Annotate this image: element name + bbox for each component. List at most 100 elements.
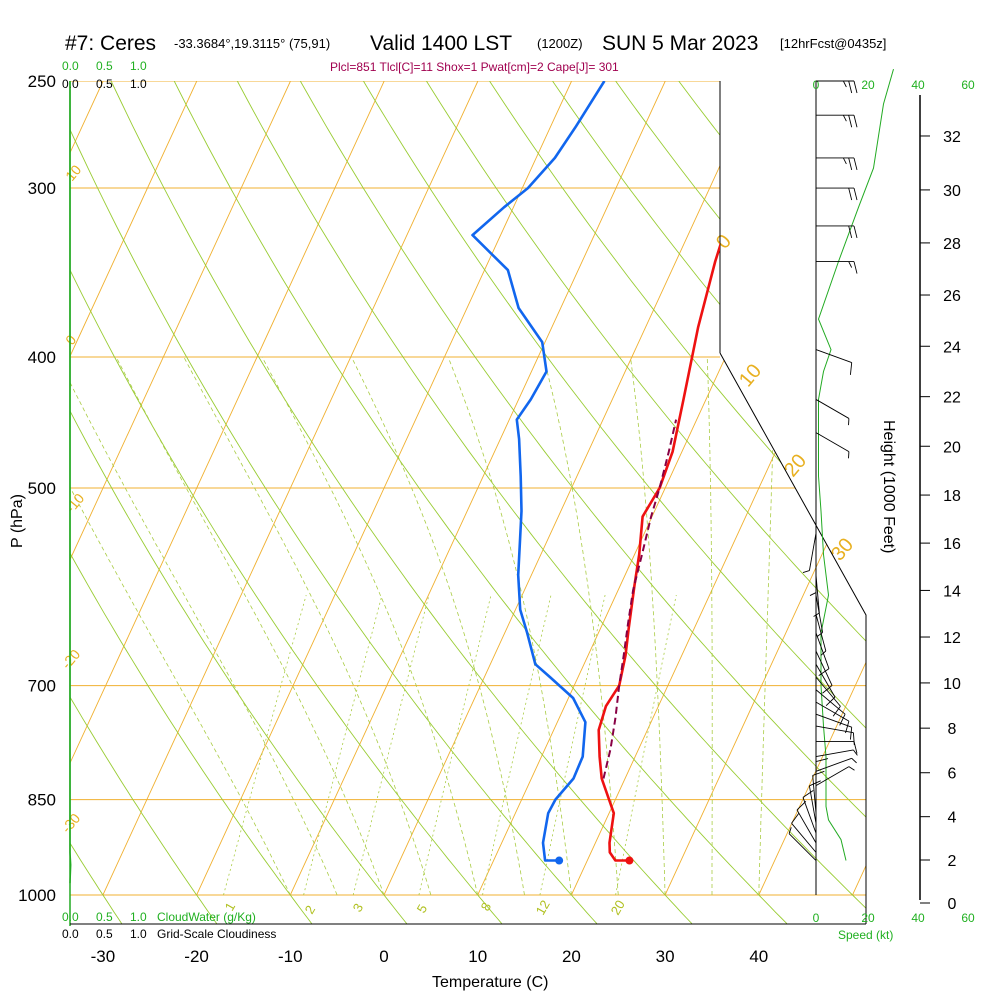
stability-params: Plcl=851 Tlcl[C]=11 Shox=1 Pwat[cm]=2 Ca… [330,60,619,74]
height-tick-label: 22 [943,390,961,407]
surface-dewpoint-dot [555,856,564,865]
cloudiness-scale-top: 0.5 [96,77,113,91]
temperature-tick-label: -30 [91,947,116,966]
mixing-ratio-line [482,595,552,896]
pressure-tick-label: 700 [28,677,56,696]
moist-adiabat [115,356,385,896]
wind-barb-flag [853,261,858,274]
surface-markers [555,856,634,865]
speed-tick-bottom: 0 [813,911,820,925]
wind-barb-staff [815,713,852,728]
valid-time: Valid 1400 LST [370,32,512,55]
dewpoint-profile [471,81,606,862]
wind-barb-staff [815,614,827,652]
wind-barb [815,650,833,694]
moist-adiabat [447,356,572,896]
height-tick-label: 18 [943,488,961,505]
moist-adiabat [261,356,479,896]
isotherm-label: 10 [62,162,84,184]
dry-adiabat [70,81,503,924]
dry-adiabat [411,81,866,924]
wind-barb-flag [853,749,858,756]
pressure-tick-label: 300 [28,179,56,198]
wind-barb-staff [808,785,817,824]
wind-barb [815,399,850,426]
wind-barb-staff [815,749,854,758]
height-tick-label: 32 [943,129,961,146]
speed-tick-bottom: 40 [911,911,925,925]
wind-barb [815,632,830,676]
wind-barb-staff [791,822,817,853]
wind-barb-flag [848,261,853,268]
wind-barb [813,575,820,617]
cloud-scale-bottom: 1.0 [130,910,147,924]
height-tick-label: 16 [943,536,961,553]
speed-tick-top: 0 [813,78,820,92]
wind-barb-flag [848,766,855,771]
cloud-scale-bottom: 0.0 [62,910,79,924]
wind-barb-staff [815,757,852,772]
wind-barb-staff [815,432,850,453]
isotherm-line [0,81,9,895]
wind-barb-flag [802,790,814,798]
wind-barb-flag [852,732,855,746]
parcel-profile [602,419,678,779]
mixing-ratio-labels: 1 2 3 5 8 12 20 [222,897,628,917]
isotherm-line [70,81,198,896]
isotherm-label: -10 [62,490,87,516]
moist-adiabat [70,356,291,896]
temperature-profile [597,81,788,862]
wind-barb [815,432,850,459]
wind-barb-flag [842,115,847,122]
mixing-ratio-line [615,595,677,896]
pressure-tick-label: 400 [28,348,56,367]
isotherm-label: 10 [735,360,766,391]
speed-tick-top: 20 [861,78,875,92]
moist-adiabat [183,356,432,896]
height-axis-label: Height (1000 Feet) [880,420,897,553]
height-tick-label: 26 [943,288,961,305]
mixing-ratio-line [418,595,492,896]
wind-barb-flag [848,157,853,171]
wind-barb-staff [815,575,820,614]
isotherm-label: 0 [712,231,736,254]
pressure-tick-label: 1000 [18,886,56,905]
wind-barb [815,614,827,656]
mixing-ratio-label: 2 [302,903,319,917]
wind-barb [815,725,855,746]
height-tick-label: 14 [943,583,961,600]
mixing-ratio-label: 8 [478,900,495,914]
dry-adiabat [70,81,123,924]
dry-adiabat [70,81,218,924]
wind-barb-staff [815,766,850,786]
dry-adiabat [99,81,693,924]
cloudiness-scale-bottom: 0.5 [96,927,113,941]
wind-barb-flag [848,115,853,128]
wind-barb-flag [825,696,836,707]
wind-barb [788,827,817,861]
dry-adiabat [286,81,866,924]
wind-barb [809,554,817,596]
temperature-tick-label: 20 [562,947,581,966]
moist-adiabat [758,356,776,896]
temperature-tick-label: 30 [656,947,675,966]
dry-adiabat [348,81,866,924]
dry-adiabat [0,57,27,924]
wind-barb-flag [809,780,821,787]
moist-adiabat [630,356,666,896]
dry-adiabat [224,81,866,924]
wind-speed-profile [817,68,894,861]
utc-time: (1200Z) [537,36,583,51]
pressure-tick-label: 850 [28,791,56,810]
dry-adiabat [70,81,598,924]
wind-barb [816,187,858,201]
wind-barb-staff [815,594,824,633]
wind-barb-staff [815,725,854,734]
isotherm-line [383,81,760,896]
wind-barb [815,349,853,375]
wind-barb [816,741,858,754]
dry-adiabat [70,81,408,924]
speed-label: Speed (kt) [838,928,893,942]
